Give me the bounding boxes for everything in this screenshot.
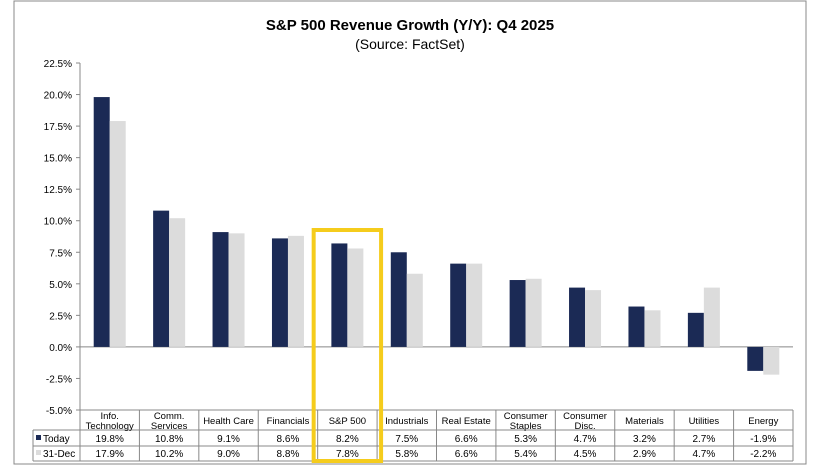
- bar-today-0: [93, 97, 110, 347]
- category-label: Materials: [625, 416, 664, 427]
- bar-today-6: [450, 263, 467, 347]
- y-tick-label: 2.5%: [49, 311, 72, 322]
- table-value: 19.8%: [96, 434, 124, 445]
- table-value: 2.7%: [692, 434, 715, 445]
- bar-31-dec-11: [763, 346, 780, 375]
- table-value: 3.2%: [633, 434, 656, 445]
- category-label: Energy: [748, 416, 778, 427]
- bar-today-2: [212, 232, 229, 347]
- bar-31-dec-9: [644, 310, 661, 347]
- category-label: Comm.: [154, 411, 185, 422]
- table-value: 6.6%: [455, 434, 478, 445]
- bar-today-8: [569, 287, 586, 347]
- y-tick-label: 0.0%: [49, 343, 72, 354]
- category-label: Financials: [267, 416, 310, 427]
- category-label: S&P 500: [329, 416, 366, 427]
- legend-label: 31-Dec: [43, 449, 75, 460]
- bar-31-dec-5: [406, 273, 423, 347]
- table-value: -1.9%: [750, 434, 776, 445]
- category-label: Staples: [510, 421, 542, 432]
- bar-today-11: [747, 346, 764, 371]
- table-value: 10.2%: [155, 449, 183, 460]
- bar-31-dec-10: [703, 287, 720, 347]
- category-label: Industrials: [385, 416, 429, 427]
- bar-today-3: [271, 238, 288, 347]
- chart-title: S&P 500 Revenue Growth (Y/Y): Q4 2025: [266, 17, 554, 34]
- bar-today-10: [687, 312, 704, 347]
- chart-subtitle: (Source: FactSet): [355, 36, 465, 52]
- table-value: 2.9%: [633, 449, 656, 460]
- table-value: 4.7%: [692, 449, 715, 460]
- table-value: 6.6%: [455, 449, 478, 460]
- category-label: Consumer: [504, 411, 548, 422]
- table-value: 10.8%: [155, 434, 183, 445]
- bar-31-dec-2: [228, 233, 245, 347]
- y-tick-label: 17.5%: [44, 122, 72, 133]
- bar-31-dec-1: [169, 218, 186, 347]
- category-label: Health Care: [203, 416, 254, 427]
- bar-today-5: [390, 252, 407, 347]
- category-label: Consumer: [563, 411, 607, 422]
- legend-swatch: [36, 450, 41, 455]
- category-label: Utilities: [689, 416, 720, 427]
- y-tick-label: -5.0%: [46, 406, 72, 417]
- table-value: 7.8%: [336, 449, 359, 460]
- highlight-box: [311, 228, 384, 463]
- bar-today-4: [331, 243, 348, 347]
- category-label: Disc.: [574, 421, 595, 432]
- table-value: 5.3%: [514, 434, 537, 445]
- y-tick-label: -2.5%: [46, 374, 72, 385]
- table-value: 8.8%: [277, 449, 300, 460]
- y-tick-label: 10.0%: [44, 217, 72, 228]
- table-value: 4.5%: [574, 449, 597, 460]
- category-label: Real Estate: [442, 416, 491, 427]
- y-tick-label: 15.0%: [44, 154, 72, 165]
- table-value: 7.5%: [395, 434, 418, 445]
- bar-31-dec-8: [585, 290, 602, 347]
- table-value: 5.8%: [395, 449, 418, 460]
- chart-border: [13, 0, 807, 465]
- table-value: -2.2%: [750, 449, 776, 460]
- table-value: 5.4%: [514, 449, 537, 460]
- y-tick-label: 12.5%: [44, 185, 72, 196]
- bar-today-1: [153, 210, 170, 347]
- category-label: Services: [151, 421, 188, 432]
- bar-31-dec-4: [347, 248, 364, 347]
- y-tick-label: 7.5%: [49, 248, 72, 259]
- bar-31-dec-7: [525, 278, 542, 347]
- bar-today-7: [509, 280, 526, 347]
- bar-31-dec-6: [466, 263, 483, 347]
- table-value: 9.1%: [217, 434, 240, 445]
- table-value: 17.9%: [96, 449, 124, 460]
- bar-today-9: [628, 306, 645, 347]
- bar-31-dec-0: [109, 121, 126, 347]
- bar-31-dec-3: [287, 235, 304, 347]
- category-label: Technology: [86, 421, 134, 432]
- y-tick-label: 5.0%: [49, 280, 72, 291]
- legend-swatch: [36, 435, 41, 440]
- table-value: 8.6%: [277, 434, 300, 445]
- y-tick-label: 22.5%: [44, 59, 72, 70]
- legend-label: Today: [43, 434, 70, 445]
- table-value: 8.2%: [336, 434, 359, 445]
- category-label: Info.: [100, 411, 119, 422]
- table-value: 9.0%: [217, 449, 240, 460]
- table-value: 4.7%: [574, 434, 597, 445]
- y-tick-label: 20.0%: [44, 91, 72, 102]
